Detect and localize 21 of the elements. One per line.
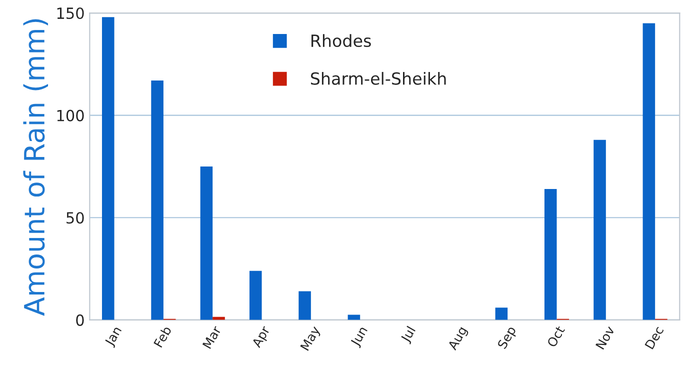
x-tick-label: Jun [350,326,370,348]
x-tick-label: Jan [104,326,124,348]
y-tick-label: 150 [57,7,84,20]
bar [200,166,213,320]
y-tick-label: 50 [66,212,84,224]
x-tick-label: Jul [400,326,418,344]
x-tick-label: Oct [546,325,566,348]
legend-label: Rhodes [311,34,371,48]
y-tick-label: 100 [57,110,84,122]
y-axis-title: Amount of Rain (mm) [23,19,48,316]
bar [642,23,656,320]
bar [298,291,311,320]
bar [594,140,606,320]
bar [102,17,114,320]
x-tick-label: Feb [153,325,172,348]
bar [151,80,164,320]
y-tick-label: 0 [76,314,84,326]
bar [544,188,557,320]
legend-label: Sharm-el-Sheikh [310,72,446,85]
bar [249,270,262,320]
bar [495,308,508,320]
